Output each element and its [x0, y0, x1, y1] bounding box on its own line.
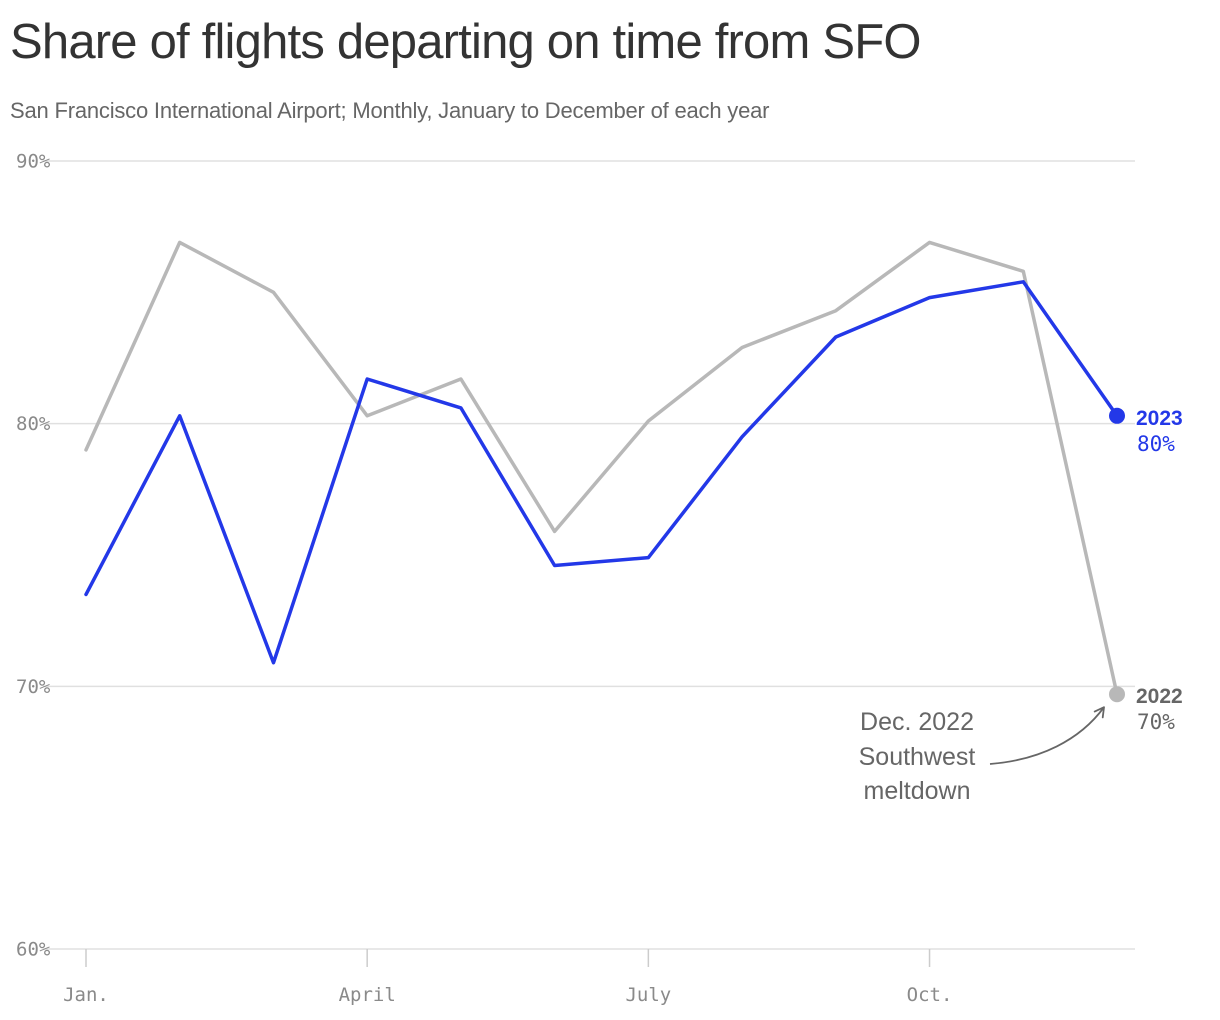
end-label-year-2022: 2022 [1136, 685, 1183, 708]
x-tick-label: April [339, 984, 396, 1006]
chart-title: Share of flights departing on time from … [10, 15, 921, 69]
y-tick-label: 90% [16, 151, 51, 173]
x-tick-label: July [625, 984, 671, 1006]
x-tick-label: Oct. [907, 984, 953, 1006]
series-lines [84, 240, 1125, 703]
end-label-value-2022: 70% [1137, 710, 1175, 734]
y-axis-ticks: 90% 80% 70% 60% [16, 151, 51, 961]
gridlines [43, 160, 1135, 950]
end-label-year-2023: 2023 [1136, 407, 1183, 430]
annotation-line: meltdown [864, 777, 971, 805]
end-label-value-2023: 80% [1137, 432, 1175, 456]
series-line-2023 [84, 280, 1119, 665]
y-tick-label: 70% [16, 676, 51, 698]
annotation-arrow [989, 706, 1105, 765]
annotation-line: Southwest [859, 743, 976, 771]
x-tick-label: Jan. [63, 984, 109, 1006]
chart-subtitle: San Francisco International Airport; Mon… [10, 98, 770, 123]
x-axis: Jan. April July Oct. [63, 949, 952, 1006]
end-point-2022 [1109, 686, 1125, 703]
series-line-2022 [84, 240, 1119, 696]
y-tick-label: 80% [16, 413, 51, 435]
annotation-southwest-meltdown: Dec. 2022 Southwest meltdown [859, 706, 1105, 805]
annotation-line: Dec. 2022 [860, 708, 974, 736]
end-point-2023 [1109, 407, 1125, 424]
y-tick-label: 60% [16, 939, 51, 961]
